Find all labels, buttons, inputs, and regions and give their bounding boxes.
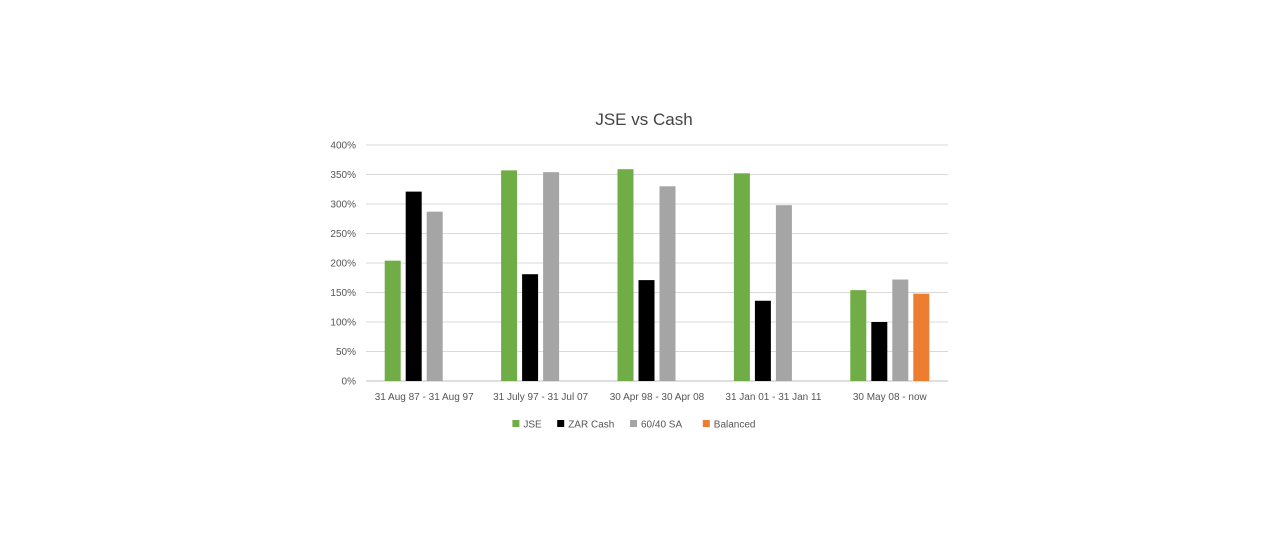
legend-label: 60/40 SA — [641, 420, 682, 431]
legend-label: Balanced — [714, 420, 756, 431]
x-tick-label: 31 July 97 - 31 Jul 07 — [493, 392, 588, 403]
y-tick-label: 300% — [330, 200, 356, 211]
bar-60-40-sa-0 — [426, 211, 443, 381]
y-tick-label: 0% — [342, 377, 357, 388]
bar-jse-3 — [733, 173, 750, 381]
bar-zar-cash-2 — [638, 280, 655, 381]
x-tick-label: 31 Aug 87 - 31 Aug 97 — [375, 392, 474, 403]
bar-zar-cash-3 — [754, 300, 771, 381]
y-tick-label: 400% — [330, 141, 356, 152]
y-tick-label: 100% — [330, 318, 356, 329]
bar-60-40-sa-1 — [543, 172, 560, 381]
legend-swatch-60-40-sa — [630, 420, 637, 427]
x-tick-label: 31 Jan 01 - 31 Jan 11 — [725, 392, 821, 403]
bar-zar-cash-1 — [522, 274, 539, 381]
bar-jse-4 — [850, 290, 867, 381]
y-tick-label: 350% — [330, 170, 356, 181]
bar-zar-cash-0 — [405, 191, 422, 381]
legend-label: JSE — [523, 420, 542, 431]
legend-swatch-balanced — [702, 420, 710, 427]
x-tick-label: 30 Apr 98 - 30 Apr 08 — [610, 392, 705, 403]
bar-jse-2 — [617, 169, 634, 381]
y-tick-label: 150% — [330, 288, 356, 299]
legend-label: ZAR Cash — [568, 420, 614, 431]
bar-60-40-sa-4 — [892, 279, 909, 381]
legend-swatch-jse — [512, 420, 520, 427]
legend: JSE ZAR Cash 60/40 SA Balanced — [512, 420, 756, 431]
bar-60-40-sa-2 — [659, 186, 676, 381]
y-tick-label: 50% — [336, 347, 356, 358]
legend-swatch-zar-cash — [557, 420, 565, 427]
x-tick-label: 30 May 08 - now — [853, 392, 928, 403]
y-tick-label: 250% — [330, 229, 356, 240]
grid — [366, 144, 948, 382]
chart-title: JSE vs Cash — [595, 110, 692, 129]
bars — [384, 169, 930, 381]
bar-jse-0 — [384, 260, 401, 381]
bar-zar-cash-4 — [871, 322, 888, 381]
bar-60-40-sa-3 — [775, 205, 792, 381]
x-axis-ticks: 31 Aug 87 - 31 Aug 97 31 July 97 - 31 Jul… — [375, 392, 928, 403]
y-axis-ticks: 0% 50% 100% 150% 200% 250% 300% 350% 400% — [330, 141, 356, 388]
bar-balanced-4 — [913, 293, 930, 381]
bar-jse-1 — [501, 170, 518, 381]
y-tick-label: 200% — [330, 259, 356, 270]
